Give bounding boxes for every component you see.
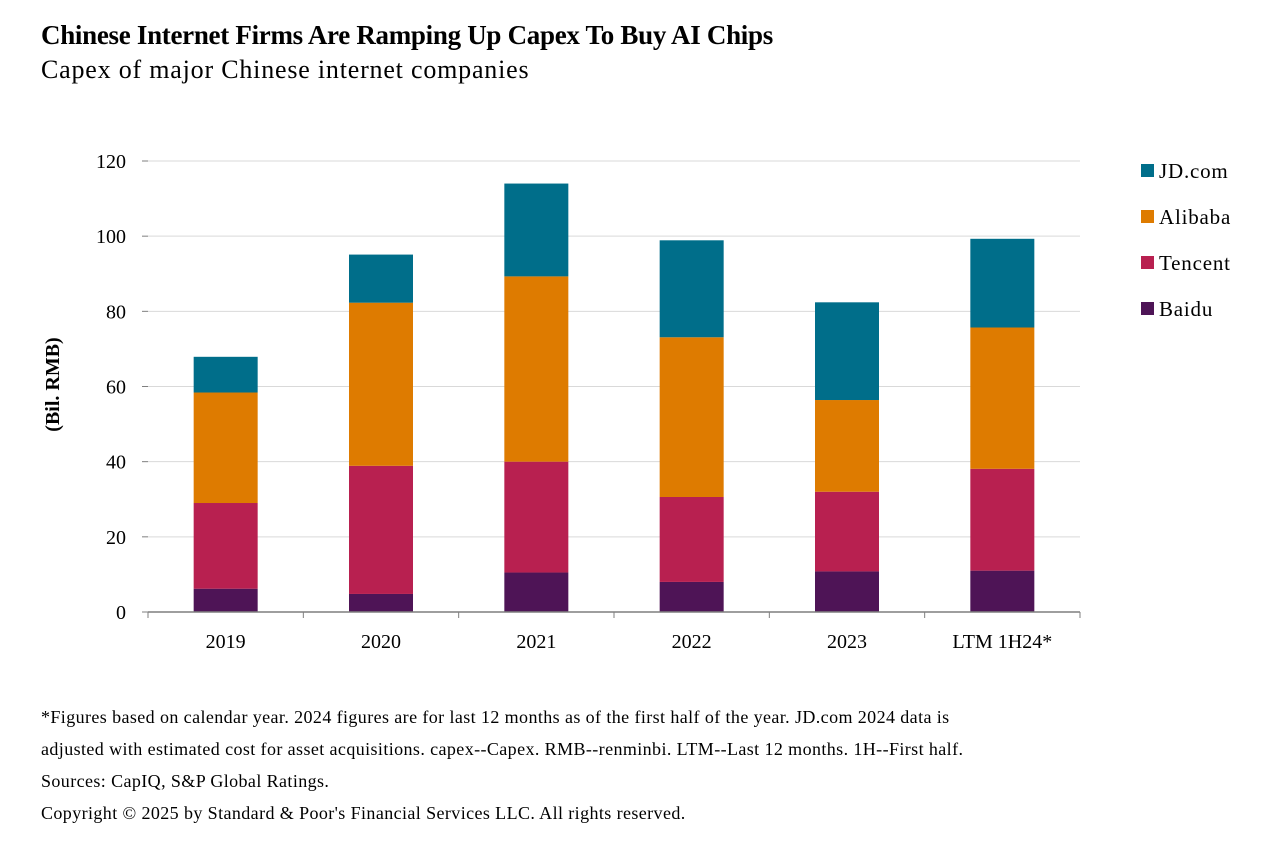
x-tick-label: LTM 1H24* (952, 631, 1052, 653)
y-axis-label: (Bil. RMB) (42, 337, 64, 431)
bar-segment-jd-com (349, 254, 413, 303)
legend-swatch-baidu (1141, 302, 1154, 315)
x-tick-label: 2021 (516, 631, 556, 653)
legend: JD.com Alibaba Tencent Baidu (1141, 159, 1231, 321)
x-tick-label: 2022 (672, 631, 712, 653)
bar-segment-baidu (504, 572, 569, 612)
bar-segment-jd-com (815, 302, 879, 401)
y-tick-label: 120 (96, 151, 126, 173)
legend-label-jd-com: JD.com (1159, 159, 1229, 183)
bar-segment-jd-com (659, 240, 724, 338)
y-tick-label: 40 (106, 452, 126, 474)
sources-note: Sources: CapIQ, S&P Global Ratings. (41, 771, 330, 791)
legend-swatch-alibaba (1141, 210, 1154, 223)
legend-label-tencent: Tencent (1159, 251, 1231, 275)
bar-segment-jd-com (970, 238, 1035, 328)
bars (193, 183, 1035, 612)
bar-segment-alibaba (193, 392, 258, 504)
bar-segment-baidu (970, 570, 1035, 612)
bar-segment-tencent (193, 503, 258, 589)
bar-segment-baidu (193, 588, 258, 612)
bar-segment-tencent (659, 496, 724, 582)
x-tick-label: 2023 (827, 631, 867, 653)
bar-segment-jd-com (504, 183, 569, 277)
bar-segment-baidu (659, 581, 724, 612)
gridlines (148, 160, 1080, 538)
bar-segment-tencent (349, 465, 413, 594)
footnote-line-2: adjusted with estimated cost for asset a… (41, 739, 964, 759)
y-tick-label: 80 (106, 301, 126, 323)
stacked-bar-chart: 0 20 40 60 80 100 120 2019 2020 2021 2022 2023 LTM 1… (42, 151, 1231, 653)
chart-subtitle: Capex of major Chinese internet companie… (41, 55, 530, 84)
bar-segment-alibaba (659, 337, 724, 497)
y-tick-label: 0 (116, 602, 126, 624)
bar-segment-baidu (815, 571, 879, 612)
y-tick-label: 60 (106, 377, 126, 399)
y-tick-label: 100 (96, 226, 126, 248)
bar-segment-alibaba (504, 276, 569, 462)
x-tick-label: 2020 (361, 631, 401, 653)
bar-segment-alibaba (815, 400, 879, 492)
legend-label-alibaba: Alibaba (1159, 205, 1231, 229)
bar-segment-jd-com (193, 356, 258, 393)
bar-segment-tencent (970, 468, 1035, 571)
legend-swatch-jd-com (1141, 164, 1154, 177)
bar-segment-tencent (815, 491, 879, 572)
footnote-line-1: *Figures based on calendar year. 2024 fi… (41, 707, 950, 727)
bar-segment-alibaba (349, 302, 413, 466)
axes: 0 20 40 60 80 100 120 2019 2020 2021 2022 2023 LTM 1… (42, 151, 1081, 653)
chart-title: Chinese Internet Firms Are Ramping Up Ca… (41, 20, 773, 50)
x-tick-label: 2019 (206, 631, 246, 653)
copyright-note: Copyright © 2025 by Standard & Poor's Fi… (41, 803, 686, 823)
bar-segment-baidu (349, 593, 413, 612)
legend-label-baidu: Baidu (1159, 297, 1213, 321)
legend-swatch-tencent (1141, 256, 1154, 269)
bar-segment-tencent (504, 461, 569, 573)
bar-segment-alibaba (970, 327, 1035, 469)
y-tick-label: 20 (106, 527, 126, 549)
